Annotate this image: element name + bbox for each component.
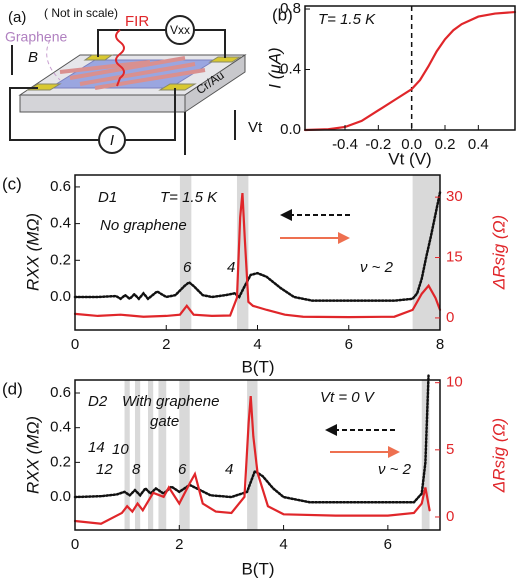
- substrate-edge: [184, 54, 246, 113]
- panel-label: (d): [2, 379, 23, 398]
- series-line: [303, 10, 517, 132]
- x-tick-label: 8: [436, 336, 444, 353]
- shaded-band: [148, 380, 154, 530]
- x-axis-label: B(T): [241, 357, 274, 376]
- arrow-head: [388, 446, 400, 458]
- annotation: D2: [88, 393, 108, 410]
- y2-tick-label: 0: [446, 508, 454, 525]
- y-axis-label: RXX (MΩ): [23, 213, 42, 291]
- ammeter: [98, 126, 126, 154]
- fir-label: FIR: [125, 13, 149, 30]
- annotation: T= 1.5 K: [160, 189, 218, 206]
- note: ( Not in scale): [44, 6, 118, 20]
- arrow-head: [280, 209, 292, 221]
- y2-axis-label: ΔRsig (Ω): [489, 418, 508, 493]
- x-tick-label: -0.2: [365, 136, 391, 153]
- x-tick-label: 6: [345, 336, 353, 353]
- panel-label: (b): [272, 5, 293, 24]
- annotation: D1: [98, 189, 117, 206]
- y2-tick-label: 30: [446, 188, 463, 205]
- y-tick-label: 0.6: [50, 178, 71, 195]
- annotation: With graphene: [122, 393, 219, 410]
- graphene-label: Graphene: [5, 29, 67, 45]
- annotation: 6: [183, 259, 192, 276]
- panel-label: (a): [8, 9, 26, 26]
- series-line: [73, 396, 431, 525]
- y2-tick-label: 0: [446, 309, 454, 326]
- y-tick-label: 0.0: [50, 488, 71, 505]
- substrate-side: [19, 94, 186, 113]
- y-tick-label: 0.2: [50, 453, 71, 470]
- shaded-band: [158, 380, 167, 530]
- x-tick-label: 4: [279, 536, 287, 553]
- x-tick-label: 0: [71, 336, 79, 353]
- x-axis-label: B(T): [241, 559, 274, 578]
- annotation: 10: [112, 441, 129, 458]
- annotation: Vt = 0 V: [320, 389, 376, 406]
- annotation: 4: [225, 461, 233, 478]
- series-line: [73, 191, 442, 302]
- x-tick-label: 0.4: [468, 136, 489, 153]
- shaded-band: [179, 175, 192, 330]
- annotation: ν ~ 2: [360, 259, 394, 276]
- arrow-head: [338, 232, 350, 244]
- annotation: 4: [227, 259, 235, 276]
- fir-wave: [115, 29, 125, 87]
- y-axis-label: I (μA): [265, 47, 284, 88]
- annotation: gate: [150, 413, 179, 430]
- annotation: T= 1.5 K: [318, 11, 376, 28]
- y2-axis-label: ΔRsig (Ω): [489, 215, 508, 290]
- schematic: (a) ( Not in scale) Graphene FIR Vxx B C…: [5, 6, 263, 155]
- shaded-band: [179, 380, 190, 530]
- annotation: ν ~ 2: [378, 461, 412, 478]
- b-label: B: [28, 49, 38, 66]
- x-tick-label: 2: [175, 536, 183, 553]
- gate-stripes: [59, 56, 206, 90]
- annotation: 8: [132, 461, 141, 478]
- x-tick-label: 0: [71, 536, 79, 553]
- shaded-band: [247, 380, 258, 530]
- arrow-head: [325, 424, 337, 436]
- graphene-pointer: [46, 39, 61, 81]
- x-tick-label: 4: [253, 336, 261, 353]
- x-tick-label: 0.2: [435, 136, 456, 153]
- voltmeter: [165, 15, 195, 45]
- y-tick-label: 0.0: [50, 288, 71, 305]
- annotation: No graphene: [100, 217, 187, 234]
- plot-frame: [74, 379, 441, 531]
- shaded-band: [134, 380, 141, 530]
- annotation: 6: [178, 461, 187, 478]
- y-axis-label: RXX (MΩ): [23, 416, 42, 494]
- y-tick-label: 0.4: [280, 60, 301, 77]
- y-tick-label: 0.8: [280, 0, 301, 17]
- y-tick-label: 0.2: [50, 251, 71, 268]
- panel-label: (c): [2, 174, 22, 193]
- y-tick-label: 0.4: [50, 419, 71, 436]
- annotation: 14: [88, 439, 105, 456]
- vt-label: Vt: [248, 119, 263, 136]
- x-tick-label: 2: [162, 336, 170, 353]
- vxx-label: Vxx: [170, 23, 190, 37]
- current-label: I: [110, 132, 114, 149]
- shaded-band: [124, 380, 130, 530]
- y-tick-label: 0.0: [280, 121, 301, 138]
- y-tick-label: 0.6: [50, 384, 71, 401]
- x-tick-label: 6: [384, 536, 392, 553]
- annotation: 12: [96, 461, 113, 478]
- x-tick-label: 0.0: [401, 136, 422, 153]
- y2-tick-label: 15: [446, 249, 463, 266]
- x-axis-label: Vt (V): [388, 149, 431, 168]
- series-line: [73, 193, 442, 319]
- x-tick-label: -0.4: [332, 136, 358, 153]
- shaded-band: [236, 175, 249, 330]
- y2-tick-label: 5: [446, 441, 454, 458]
- plot-frame: [304, 5, 516, 131]
- y2-tick-label: 10: [446, 374, 463, 391]
- wires: [9, 29, 236, 155]
- y-tick-label: 0.4: [50, 215, 71, 232]
